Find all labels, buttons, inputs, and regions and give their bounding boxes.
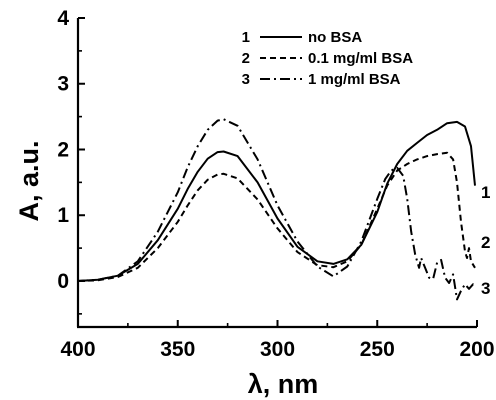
y-tick-label: 2 (57, 138, 69, 161)
x-tick-label: 300 (260, 338, 295, 361)
series-line-1 (77, 120, 476, 282)
legend-id: 3 (242, 71, 250, 88)
legend-id: 2 (242, 50, 250, 67)
x-tick-label: 350 (160, 338, 195, 361)
y-tick-label: 3 (57, 73, 69, 96)
y-tick-label: 0 (57, 270, 69, 293)
series-end-labels: 1 2 3 (481, 183, 490, 298)
x-axis-label: λ, nm (248, 369, 319, 399)
curve-end-label: 3 (481, 279, 490, 298)
x-tick-label: 200 (459, 338, 494, 361)
curve-end-label: 1 (481, 183, 490, 202)
y-axis-ticks: 0 1 2 3 4 (57, 7, 85, 315)
series-line-2 (77, 151, 476, 282)
series-layer (77, 118, 476, 301)
y-tick-label: 4 (57, 7, 69, 30)
x-tick-label: 250 (360, 338, 395, 361)
plot-area (76, 18, 477, 329)
x-axis-ticks: 400 350 300 250 200 (60, 320, 495, 361)
series-line-3 (77, 118, 476, 301)
legend-label: 0.1 mg/ml BSA (308, 50, 413, 67)
curve-end-label: 2 (481, 233, 490, 252)
y-tick-label: 1 (57, 204, 69, 227)
x-tick-label: 400 (60, 338, 95, 361)
legend-label: no BSA (308, 29, 362, 46)
legend: 1 no BSA 2 0.1 mg/ml BSA 3 1 mg/ml BSA (242, 29, 414, 88)
y-axis-label: A, a.u. (14, 140, 44, 221)
legend-id: 1 (242, 29, 250, 46)
legend-label: 1 mg/ml BSA (308, 71, 401, 88)
